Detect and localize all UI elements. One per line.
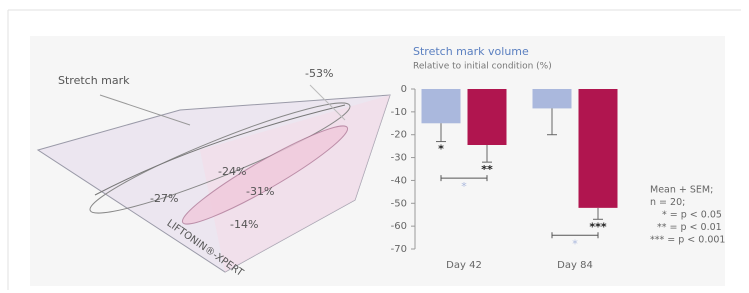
comparison-label: *: [572, 237, 578, 250]
screenshot: Stretch mark -53% -24% -31% -27% -14% LI…: [0, 0, 749, 293]
bar: [468, 89, 507, 145]
note-line: n = 20;: [650, 197, 685, 208]
significance-label: **: [481, 163, 493, 176]
reduction-label: -14%: [230, 218, 258, 231]
note-line: *** = p < 0.001: [650, 235, 725, 246]
y-tick-label: 0: [401, 84, 407, 95]
reduction-label: -27%: [150, 192, 178, 205]
note-line: Mean + SEM;: [650, 185, 713, 196]
bar: [579, 89, 618, 208]
y-tick-label: -20: [391, 130, 407, 141]
reduction-label: -53%: [305, 67, 333, 80]
bar: [533, 89, 572, 108]
note-line: ** = p < 0.01: [657, 222, 722, 233]
y-tick-label: -50: [391, 198, 407, 209]
bar: [422, 89, 461, 123]
comparison-label: *: [461, 180, 467, 193]
significance-label: *: [438, 143, 444, 156]
y-tick-label: -60: [391, 221, 407, 232]
y-tick-label: -10: [391, 107, 407, 118]
reduction-label: -24%: [218, 165, 246, 178]
y-tick-label: -70: [391, 244, 407, 255]
y-tick-label: -30: [391, 153, 407, 164]
stretch-mark-label: Stretch mark: [58, 74, 130, 87]
significance-label: ***: [589, 220, 607, 233]
reduction-label: -31%: [246, 185, 274, 198]
note-line: * = p < 0.05: [662, 210, 722, 221]
chart-subtitle: Relative to initial condition (%): [413, 62, 552, 72]
y-tick-label: -40: [391, 175, 407, 186]
chart-title: Stretch mark volume: [413, 45, 529, 58]
x-tick-label: Day 84: [557, 260, 593, 271]
x-tick-label: Day 42: [446, 260, 482, 271]
